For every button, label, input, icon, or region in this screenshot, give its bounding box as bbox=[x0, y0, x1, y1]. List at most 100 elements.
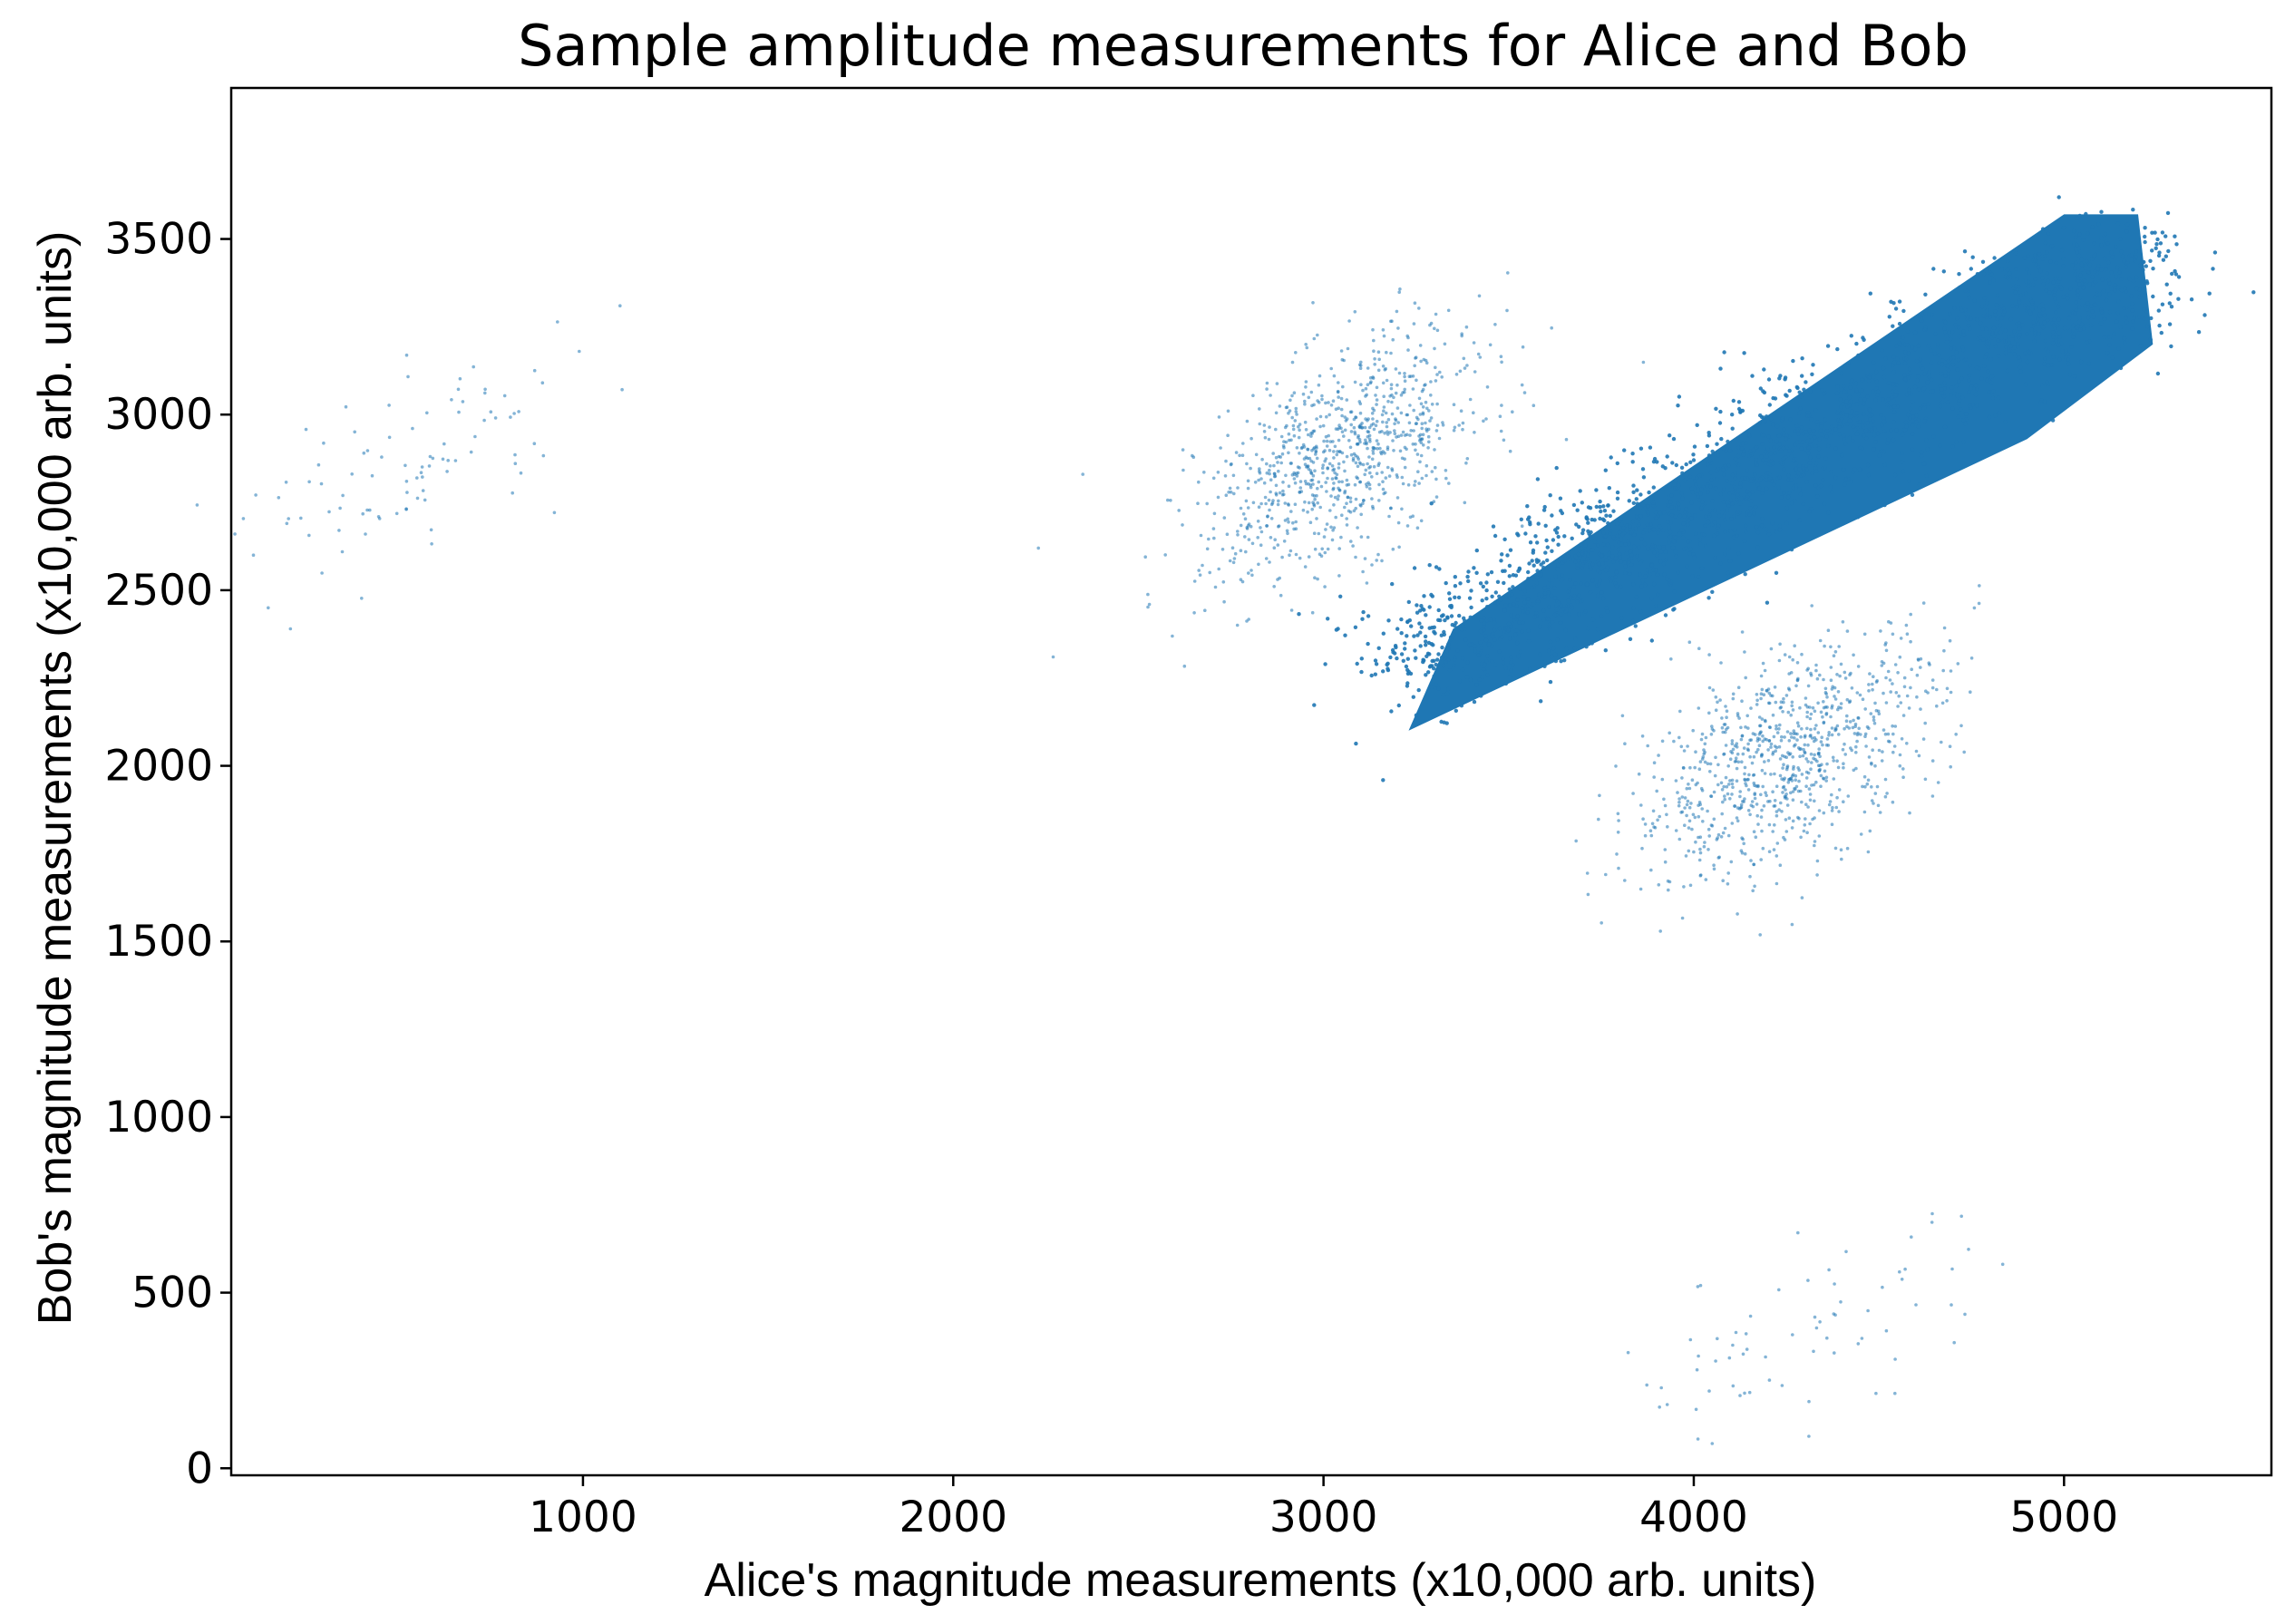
data-point bbox=[1764, 1355, 1767, 1359]
data-point bbox=[1961, 418, 1966, 423]
data-point bbox=[2007, 341, 2011, 345]
data-point bbox=[1605, 609, 1609, 614]
data-point bbox=[1407, 374, 1412, 379]
data-point bbox=[1657, 883, 1661, 887]
data-point bbox=[1541, 618, 1546, 622]
data-point bbox=[1703, 760, 1707, 764]
data-point bbox=[1645, 568, 1649, 573]
data-point bbox=[1773, 823, 1776, 827]
data-point bbox=[1392, 395, 1395, 400]
data-point bbox=[1349, 423, 1353, 427]
data-point bbox=[2001, 312, 2006, 317]
data-point bbox=[2142, 316, 2146, 321]
data-point bbox=[365, 449, 370, 452]
data-point bbox=[473, 434, 477, 439]
data-point bbox=[1967, 404, 1972, 408]
x-tick-label: 1000 bbox=[529, 1493, 637, 1542]
data-point bbox=[1867, 683, 1871, 686]
data-point bbox=[1349, 540, 1353, 543]
data-point bbox=[1954, 440, 1959, 444]
data-point bbox=[1315, 417, 1318, 421]
data-point bbox=[1382, 409, 1386, 413]
data-point bbox=[1621, 526, 1626, 530]
data-point bbox=[1265, 387, 1269, 391]
data-point bbox=[1707, 653, 1711, 656]
data-point bbox=[1395, 309, 1399, 314]
data-point bbox=[1962, 750, 1966, 754]
data-point bbox=[1730, 782, 1735, 786]
data-point bbox=[1781, 766, 1784, 770]
data-point bbox=[1436, 608, 1441, 613]
data-point bbox=[1763, 450, 1768, 454]
data-point bbox=[2076, 246, 2081, 250]
data-point bbox=[1235, 623, 1240, 627]
data-point bbox=[512, 412, 516, 415]
data-point bbox=[1364, 468, 1368, 472]
data-point bbox=[1542, 504, 1547, 510]
data-point bbox=[1336, 450, 1339, 453]
data-point bbox=[1794, 483, 1799, 488]
data-point bbox=[1680, 776, 1684, 780]
data-point bbox=[1813, 843, 1816, 848]
data-point bbox=[1359, 360, 1363, 365]
data-point bbox=[2157, 323, 2162, 328]
data-point bbox=[1631, 490, 1636, 494]
data-point bbox=[1794, 778, 1797, 782]
data-point bbox=[1345, 454, 1349, 459]
data-point bbox=[1308, 483, 1313, 487]
data-point bbox=[2104, 297, 2109, 303]
data-point bbox=[2027, 270, 2032, 275]
data-point bbox=[1536, 521, 1541, 526]
data-point bbox=[1437, 436, 1442, 441]
data-point bbox=[2056, 343, 2061, 347]
data-point bbox=[1885, 441, 1890, 445]
data-point bbox=[1551, 586, 1557, 590]
data-point bbox=[1674, 779, 1678, 783]
data-point bbox=[1834, 805, 1839, 810]
data-point bbox=[1259, 477, 1263, 481]
data-point bbox=[1782, 467, 1786, 472]
data-point bbox=[1617, 530, 1622, 535]
data-point bbox=[1741, 800, 1745, 803]
data-point bbox=[1731, 398, 1736, 404]
data-point bbox=[1216, 495, 1220, 500]
data-point bbox=[1389, 319, 1393, 324]
data-point bbox=[1753, 884, 1756, 889]
data-point bbox=[1245, 527, 1249, 530]
data-point bbox=[1978, 584, 1981, 588]
data-point bbox=[1236, 486, 1240, 490]
data-point bbox=[2113, 288, 2117, 293]
data-point bbox=[1444, 476, 1448, 481]
data-point bbox=[1526, 639, 1531, 644]
data-point bbox=[2039, 398, 2044, 403]
data-point bbox=[1731, 785, 1735, 790]
data-point bbox=[1782, 784, 1786, 789]
data-point bbox=[1400, 475, 1405, 480]
data-point bbox=[1927, 370, 1931, 374]
data-point bbox=[1818, 673, 1822, 677]
data-point bbox=[1805, 439, 1810, 443]
data-point bbox=[2052, 293, 2056, 297]
data-point bbox=[1816, 763, 1821, 767]
data-point bbox=[1371, 506, 1376, 511]
data-point bbox=[1412, 634, 1416, 638]
data-point bbox=[1405, 433, 1409, 437]
data-point bbox=[2073, 266, 2077, 271]
data-point bbox=[1312, 446, 1317, 450]
data-point bbox=[1841, 467, 1846, 472]
data-point bbox=[1778, 460, 1783, 465]
data-point bbox=[1813, 408, 1818, 413]
data-point bbox=[1994, 303, 1998, 307]
data-point bbox=[1452, 403, 1456, 407]
data-point bbox=[1884, 676, 1888, 680]
data-point bbox=[1278, 491, 1282, 495]
data-point bbox=[1575, 599, 1580, 604]
data-point bbox=[1309, 479, 1313, 482]
data-point bbox=[1484, 597, 1489, 601]
data-point bbox=[1910, 345, 1914, 350]
data-point bbox=[1479, 646, 1484, 650]
data-point bbox=[1548, 639, 1553, 645]
data-point bbox=[1715, 477, 1719, 481]
data-point bbox=[285, 521, 289, 526]
data-point bbox=[1943, 330, 1948, 335]
